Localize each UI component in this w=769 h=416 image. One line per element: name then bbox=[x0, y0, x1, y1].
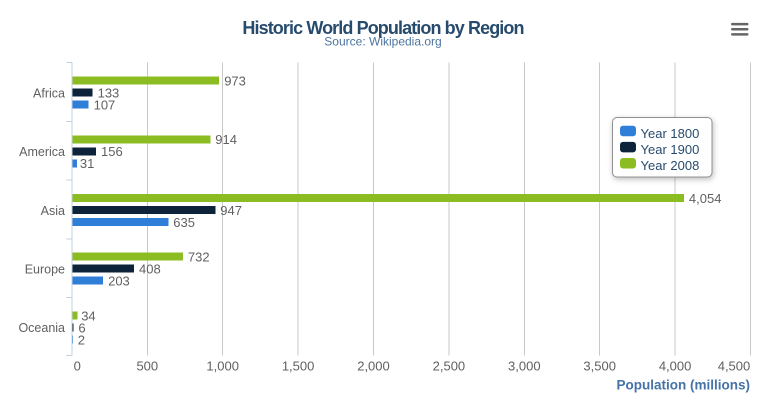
svg-text:635: 635 bbox=[173, 215, 195, 230]
svg-text:203: 203 bbox=[108, 274, 130, 289]
svg-text:4,000: 4,000 bbox=[659, 359, 692, 374]
svg-text:America: America bbox=[19, 145, 65, 159]
svg-text:4,054: 4,054 bbox=[689, 191, 722, 206]
svg-text:Africa: Africa bbox=[33, 86, 65, 100]
svg-text:156: 156 bbox=[101, 144, 123, 159]
svg-text:31: 31 bbox=[80, 156, 94, 171]
svg-text:133: 133 bbox=[98, 86, 120, 101]
svg-text:973: 973 bbox=[224, 74, 246, 89]
svg-text:Historic World Population by R: Historic World Population by Region bbox=[242, 18, 523, 38]
svg-text:0: 0 bbox=[74, 359, 81, 374]
svg-text:Oceania: Oceania bbox=[18, 321, 65, 335]
svg-text:732: 732 bbox=[188, 250, 210, 265]
svg-text:Europe: Europe bbox=[25, 263, 65, 277]
svg-text:Year 1800: Year 1800 bbox=[641, 126, 700, 141]
svg-text:34: 34 bbox=[81, 308, 95, 323]
svg-text:Year 2008: Year 2008 bbox=[641, 158, 700, 173]
svg-text:Asia: Asia bbox=[41, 204, 65, 218]
svg-text:Year 1900: Year 1900 bbox=[641, 142, 700, 157]
svg-text:914: 914 bbox=[215, 132, 237, 147]
svg-text:107: 107 bbox=[94, 98, 116, 113]
svg-text:Source: Wikipedia.org: Source: Wikipedia.org bbox=[324, 35, 441, 49]
svg-text:6: 6 bbox=[78, 320, 85, 335]
svg-text:Population (millions): Population (millions) bbox=[617, 378, 751, 393]
svg-text:1,500: 1,500 bbox=[282, 359, 315, 374]
svg-text:2,000: 2,000 bbox=[357, 359, 390, 374]
svg-text:3,500: 3,500 bbox=[583, 359, 616, 374]
svg-text:947: 947 bbox=[220, 203, 242, 218]
svg-text:4,500: 4,500 bbox=[718, 359, 751, 374]
svg-text:500: 500 bbox=[136, 359, 158, 374]
svg-text:3,000: 3,000 bbox=[508, 359, 541, 374]
svg-text:1,000: 1,000 bbox=[206, 359, 239, 374]
svg-text:408: 408 bbox=[139, 262, 161, 277]
svg-text:2: 2 bbox=[78, 332, 85, 347]
svg-text:2,500: 2,500 bbox=[433, 359, 466, 374]
